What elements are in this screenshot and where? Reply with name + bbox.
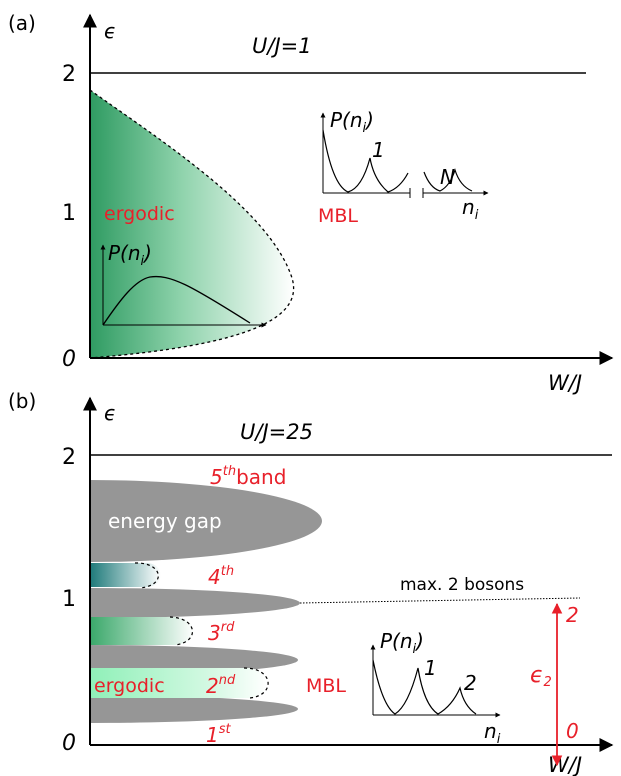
edge-2nd	[243, 667, 269, 699]
tick-2: 2	[62, 62, 76, 87]
band-5-energy-gap	[90, 480, 322, 562]
panel-b: (b) ϵ W/J U/J=25 0 1 2 energy gap 5thban…	[8, 389, 614, 776]
tick-0: 0	[62, 731, 76, 756]
peaks-curve	[322, 129, 409, 193]
edge-3rd	[169, 616, 194, 646]
band-4	[90, 588, 300, 618]
mbl-inset: P(ni) 1 N ni	[320, 108, 489, 223]
band-label-1st: 1st	[206, 722, 232, 747]
max-bosons-line	[299, 597, 581, 604]
mbl-label: MBL	[306, 675, 346, 697]
mbl-inset: P(ni) 1 2 ni	[370, 629, 501, 747]
band-label-4th: 4th	[208, 564, 234, 589]
band-label-2nd: 2nd	[206, 673, 236, 698]
x-axis-label: W/J	[548, 753, 582, 776]
ergodic-region-3rd	[90, 617, 194, 645]
ergodic-label: ergodic	[94, 675, 165, 697]
ergodic-label: ergodic	[104, 203, 175, 225]
distribution-curve	[102, 275, 251, 326]
inset-xlabel: ni	[462, 195, 479, 223]
epsilon2-label: ϵ2	[530, 663, 552, 690]
inset-ylabel: P(ni)	[330, 108, 374, 136]
ergodic-inset: P(ni)	[100, 241, 267, 328]
panel-a-label: (a)	[8, 11, 36, 35]
panel-a: (a) ϵ W/J U/J=1 0 1 2 ergodic MBL P(ni)	[8, 11, 614, 395]
tick-1: 1	[62, 201, 76, 226]
epsilon2-top-value: 2	[566, 603, 579, 627]
peak-label-1: 1	[372, 138, 385, 162]
max-bosons-label: max. 2 bosons	[400, 575, 524, 595]
epsilon2-bottom-value: 0	[566, 719, 579, 743]
inset-ylabel: P(ni)	[108, 241, 152, 269]
inset-xlabel: ni	[484, 719, 501, 747]
ergodic-region	[90, 90, 294, 358]
peak-n-curve	[423, 167, 473, 192]
tick-2: 2	[62, 445, 76, 470]
ergodic-region-2nd	[90, 668, 267, 698]
peaks-curve	[372, 659, 477, 715]
peak-label-n: N	[440, 165, 455, 189]
edge-4th	[134, 562, 159, 589]
band-label-5th: 5thband	[210, 464, 286, 489]
panel-b-label: (b)	[8, 389, 36, 413]
title: U/J=25	[240, 420, 313, 444]
title: U/J=1	[252, 34, 312, 58]
inset-ylabel: P(ni)	[380, 629, 424, 657]
tick-1: 1	[62, 587, 76, 612]
tick-0: 0	[62, 347, 76, 372]
y-axis-label: ϵ	[104, 19, 116, 43]
band-label-3rd: 3rd	[208, 620, 235, 645]
peak-label-1: 1	[424, 656, 437, 680]
band-2	[90, 695, 298, 723]
y-axis-label: ϵ	[104, 401, 116, 425]
x-axis-label: W/J	[548, 371, 582, 395]
mbl-label: MBL	[318, 205, 358, 227]
energy-gap-label: energy gap	[108, 509, 222, 533]
ergodic-region-4th	[90, 563, 161, 587]
mobility-edge-curve	[89, 89, 295, 359]
peak-label-2: 2	[464, 671, 477, 695]
